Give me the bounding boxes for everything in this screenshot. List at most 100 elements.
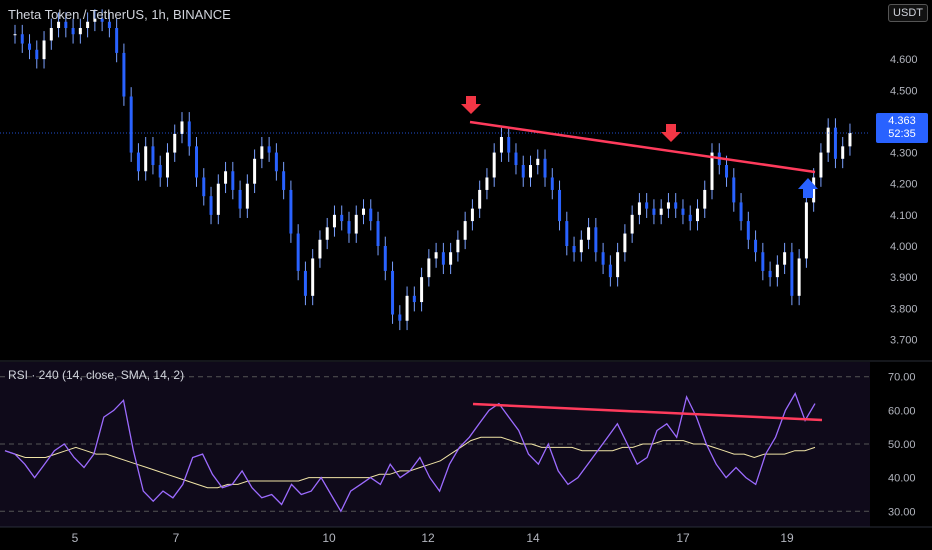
currency-badge[interactable]: USDT xyxy=(888,4,928,22)
candle-body xyxy=(398,314,402,321)
candle-body xyxy=(405,295,409,321)
candle-body xyxy=(202,177,206,197)
candle-body xyxy=(587,227,591,240)
candle-body xyxy=(826,127,830,153)
rsi-line xyxy=(4,391,816,513)
candle-body xyxy=(209,196,213,215)
candle-body xyxy=(725,165,729,178)
candle-body xyxy=(340,214,344,222)
candle-body xyxy=(282,171,286,190)
candle-body xyxy=(652,208,656,215)
candle-body xyxy=(129,96,133,153)
candle-body xyxy=(601,252,605,265)
candle-body xyxy=(57,21,61,28)
candle-body xyxy=(507,137,511,153)
candle-body xyxy=(158,165,162,178)
candle-body xyxy=(594,227,598,253)
candle-body xyxy=(296,233,300,271)
chart-title: Theta Token / TetherUS, 1h, BINANCE xyxy=(8,7,231,22)
candle-body xyxy=(470,208,474,222)
candle-body xyxy=(420,277,424,303)
candle-body xyxy=(637,202,641,215)
candle-body xyxy=(64,21,68,28)
candle-body xyxy=(20,34,24,44)
candle-body xyxy=(231,171,235,190)
candle-body xyxy=(848,132,852,147)
candle-body xyxy=(136,152,140,172)
candle-body xyxy=(28,43,32,50)
last-price-value: 4.363 xyxy=(888,115,916,127)
time-tick-label: 5 xyxy=(72,531,79,545)
candle-body xyxy=(187,121,191,147)
countdown-value: 52:35 xyxy=(888,128,916,140)
candle-body xyxy=(499,137,503,153)
candle-body xyxy=(216,183,220,215)
candle-body xyxy=(35,49,39,60)
price-tick-label: 4.600 xyxy=(890,54,918,66)
annotations xyxy=(461,96,823,422)
candle-body xyxy=(790,252,794,296)
candle-body xyxy=(754,239,758,253)
candle-body xyxy=(812,177,816,203)
candle-body xyxy=(434,252,438,259)
candle-body xyxy=(536,158,540,166)
candle-body xyxy=(311,258,315,296)
candle-body xyxy=(579,239,583,253)
candle-body xyxy=(122,52,126,97)
time-tick-label: 19 xyxy=(780,531,794,545)
candle-body xyxy=(616,252,620,278)
candle-body xyxy=(478,189,482,209)
rsi-tick-label: 70.00 xyxy=(888,372,916,384)
last-price-tag: 4.363 52:35 xyxy=(876,113,928,143)
candle-body xyxy=(819,152,823,178)
rsi-tick-label: 60.00 xyxy=(888,405,916,417)
candle-body xyxy=(761,252,765,271)
price-trendline xyxy=(469,120,816,174)
candle-body xyxy=(732,177,736,203)
candle-body xyxy=(274,152,278,172)
candle-body xyxy=(260,146,264,159)
down-arrow-icon xyxy=(461,96,481,114)
rsi-tick-label: 40.00 xyxy=(888,473,916,485)
candle-body xyxy=(608,264,612,278)
candle-body xyxy=(623,233,627,253)
time-tick-label: 14 xyxy=(526,531,540,545)
candle-body xyxy=(463,221,467,240)
candle-body xyxy=(659,208,663,215)
candle-body xyxy=(325,227,329,240)
candle-body xyxy=(78,28,82,35)
candle-body xyxy=(565,221,569,246)
candle-body xyxy=(391,270,395,315)
rsi-trendline xyxy=(472,402,823,422)
candle-body xyxy=(681,208,685,215)
candle-body xyxy=(666,202,670,209)
price-tick-label: 4.300 xyxy=(890,148,918,160)
candle-body xyxy=(412,295,416,303)
candle-body xyxy=(841,146,845,159)
candle-body xyxy=(195,146,199,178)
candle-body xyxy=(71,28,75,35)
price-tick-label: 4.500 xyxy=(890,85,918,97)
candle-body xyxy=(49,28,53,41)
candle-body xyxy=(543,158,547,178)
candle-body xyxy=(688,214,692,222)
candle-body xyxy=(376,221,380,246)
candle-body xyxy=(13,34,17,36)
price-tick-label: 3.900 xyxy=(890,272,918,284)
candle-body xyxy=(703,189,707,209)
time-tick-label: 12 xyxy=(421,531,435,545)
candle-body xyxy=(100,18,104,22)
rsi-tick-label: 30.00 xyxy=(888,506,916,518)
rsi-tick-label: 50.00 xyxy=(888,439,916,451)
candle-body xyxy=(354,214,358,234)
candle-body xyxy=(347,221,351,234)
candle-body xyxy=(332,214,336,228)
candle-body xyxy=(151,146,155,166)
candle-body xyxy=(775,264,779,278)
candle-body xyxy=(804,202,808,259)
candle-body xyxy=(833,127,837,159)
candle-body xyxy=(180,121,184,134)
candle-body xyxy=(645,202,649,209)
candle-body xyxy=(224,171,228,184)
